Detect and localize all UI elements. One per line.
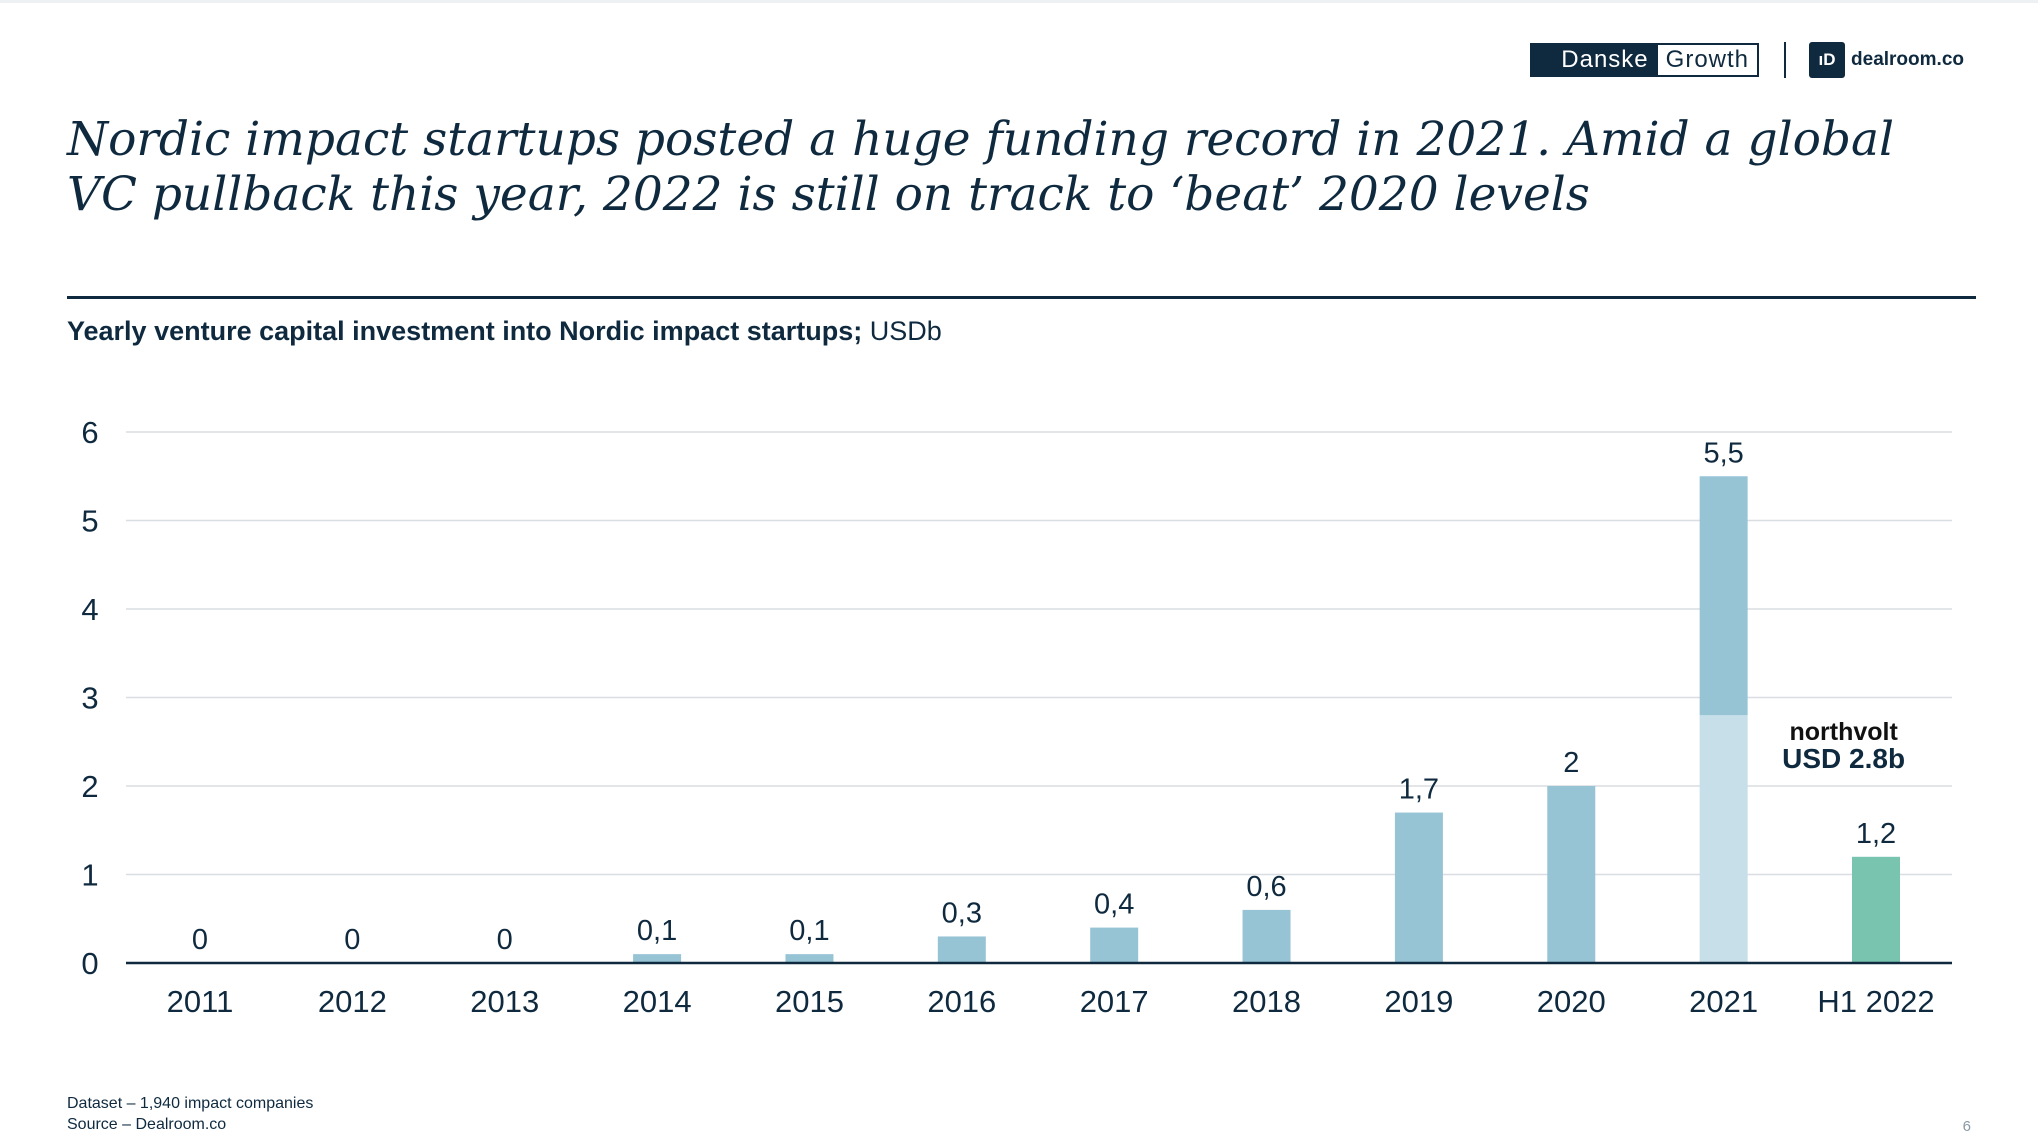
x-tick-label: 2016 [927,984,996,1019]
data-label: 1,2 [1856,818,1896,850]
page-number: 6 [1962,1118,1971,1135]
y-tick-label: 6 [81,415,98,450]
y-tick-label: 4 [81,592,98,627]
y-tick-label: 3 [81,681,98,716]
bar [1394,812,1443,963]
headline-line-1: Nordic impact startups posted a huge fun… [67,112,1895,167]
chart-subtitle-main: Yearly venture capital investment into N… [67,316,863,346]
danske-logo-text: Danske [1530,43,1658,77]
data-label: 0,4 [1094,889,1134,921]
x-tick-label: 2011 [167,984,234,1019]
source-note: Source – Dealroom.co [67,1116,227,1133]
x-tick-label: 2019 [1384,984,1453,1019]
data-label: 0 [192,924,208,956]
bar [633,954,682,963]
data-label: 0,6 [1246,871,1286,903]
northvolt-logo: northvolt [1789,718,1898,746]
x-tick-label: 2013 [470,984,539,1019]
header-logos: Danske Growth ıD dealroom.co [1530,42,1964,78]
headline-line-2: VC pullback this year, 2022 is still on … [67,167,1590,222]
bar [1852,856,1900,963]
x-tick-label: 2014 [623,984,692,1019]
headline: Nordic impact startups posted a huge fun… [67,112,1967,222]
y-tick-label: 5 [81,504,98,539]
bar [937,936,986,963]
x-tick-label: 2020 [1537,984,1606,1019]
growth-logo-text: Growth [1657,43,1760,77]
danske-growth-logo: Danske Growth [1530,43,1760,77]
y-tick-label: 2 [81,769,98,804]
bar-segment [1699,476,1748,716]
logo-divider [1784,42,1787,78]
x-tick-label: 2017 [1080,984,1149,1019]
data-label: 0,3 [942,897,982,929]
bar [1090,927,1139,963]
data-label: 0 [344,924,360,956]
chart-subtitle-unit: USDb [862,316,942,346]
chart-subtitle: Yearly venture capital investment into N… [67,316,942,347]
y-tick-label: 1 [81,858,98,893]
x-tick-label: H1 2022 [1817,984,1934,1019]
x-tick-label: 2015 [775,984,844,1019]
data-label: 1,7 [1399,774,1439,806]
dataset-note: Dataset – 1,940 impact companies [67,1095,314,1112]
annotation-value: USD 2.8b [1782,743,1905,774]
bar-segment-highlight [1699,715,1748,963]
y-tick-label: 0 [81,946,98,981]
data-label: 2 [1563,747,1579,779]
data-label: 0 [497,924,513,956]
data-label: 0,1 [789,915,829,947]
headline-rule [67,296,1976,299]
bar [1547,786,1596,963]
x-tick-label: 2021 [1689,984,1758,1019]
x-tick-label: 2018 [1232,984,1301,1019]
top-strip [0,0,2038,3]
x-tick-label: 2012 [318,984,387,1019]
data-label: 5,5 [1703,437,1743,469]
dealroom-logo-text: dealroom.co [1851,49,1964,70]
data-label: 0,1 [637,915,677,947]
bar [1242,909,1291,963]
bar [785,954,834,963]
dealroom-logo-icon: ıD [1809,42,1846,78]
